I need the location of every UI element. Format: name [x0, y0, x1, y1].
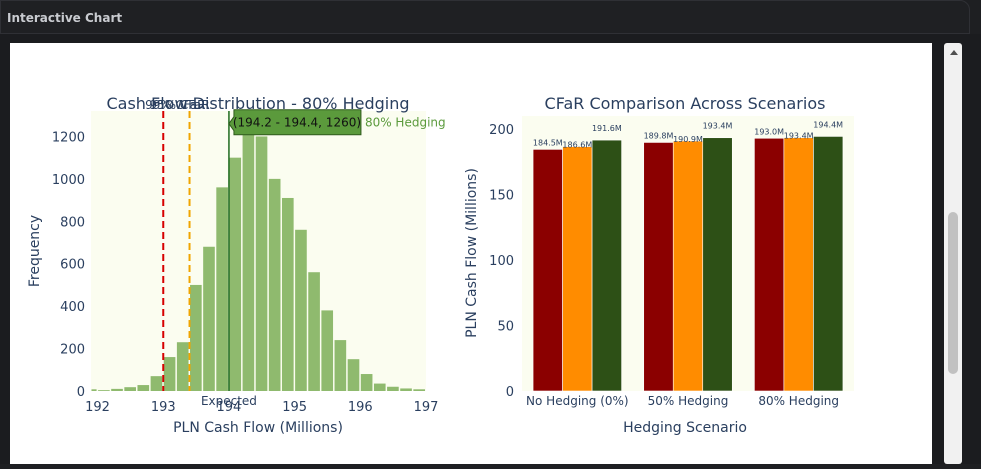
histogram-x-tick-label: 192	[85, 400, 110, 415]
comparison-bar-label: 184.5M	[533, 138, 563, 147]
histogram-x-tick-label: 194	[217, 400, 242, 415]
reference-line-label: 95% CFaR	[149, 98, 209, 112]
comparison-title: CFaR Comparison Across Scenarios	[545, 94, 826, 113]
comparison-x-tick-label: 50% Hedging	[648, 394, 729, 408]
histogram-bar	[150, 376, 163, 391]
histogram-y-tick-label: 800	[60, 215, 85, 230]
comparison-y-tick-label: 150	[489, 189, 514, 204]
comparison-bar	[702, 137, 733, 392]
chart-panel: 0 200 400 600 800 1000 1200 192 193 194 195 196 197 9…	[10, 43, 932, 464]
histogram-y-tick-label: 400	[60, 300, 85, 315]
comparison-bar	[562, 146, 593, 392]
histogram-bar	[334, 340, 347, 391]
histogram-y-tick-label: 1000	[52, 173, 85, 188]
window-titlebar: Interactive Chart	[0, 0, 970, 34]
comparison-bar	[643, 142, 674, 392]
comparison-x-axis-title: Hedging Scenario	[623, 420, 747, 436]
histogram-bar	[268, 178, 281, 391]
histogram-bar	[347, 359, 360, 391]
histogram-bar	[176, 342, 189, 391]
histogram-bar	[255, 136, 268, 391]
comparison-bar	[754, 137, 785, 392]
comparison-bar-label: 190.9M	[673, 135, 703, 144]
histogram-y-tick-label: 600	[60, 258, 85, 273]
reference-line-label: 99% CFaR	[145, 98, 205, 112]
comparison-y-tick-label: 100	[489, 254, 514, 269]
histogram-bar	[387, 386, 399, 391]
scroll-up-arrow-icon[interactable]	[950, 50, 958, 55]
comparison-bar-label: 193.4M	[784, 132, 814, 141]
comparison-bar-label: 191.6M	[592, 124, 622, 133]
hover-tooltip-series: 80% Hedging	[365, 116, 446, 130]
comparison-bar	[672, 140, 704, 392]
comparison-bar-label: 194.4M	[813, 120, 843, 129]
comparison-x-tick-label: 80% Hedging	[758, 394, 839, 408]
histogram-x-tick-label: 195	[282, 400, 307, 415]
histogram-bar	[229, 157, 242, 391]
histogram-x-axis-title: PLN Cash Flow (Millions)	[173, 420, 343, 436]
comparison-y-tick-label: 200	[489, 123, 514, 138]
scrollbar-thumb[interactable]	[948, 212, 958, 374]
histogram-y-tick-label: 1200	[52, 130, 85, 145]
histogram-x-tick-label: 193	[151, 400, 176, 415]
histogram-bar	[98, 390, 110, 391]
histogram-title: Cash Flow Distribution - 80% Hedging	[106, 94, 409, 113]
comparison-bar-label: 193.0M	[754, 127, 784, 136]
comparison-bar	[532, 149, 563, 392]
histogram-bar	[137, 385, 150, 391]
histogram-x-tick-label: 196	[348, 400, 373, 415]
comparison-bar	[591, 139, 622, 392]
histogram-bar	[360, 374, 373, 391]
histogram-y-tick-label: 0	[77, 385, 85, 400]
reference-line-label: Expected	[201, 394, 257, 408]
comparison-y-axis-title: PLN Cash Flow (Millions)	[464, 168, 480, 338]
comparison-y-tick-label: 0	[506, 385, 514, 400]
histogram-bar	[216, 187, 228, 391]
comparison-x-tick-label: No Hedging (0%)	[526, 394, 629, 408]
comparison-y-tick-label: 50	[497, 320, 514, 335]
histogram-bar	[190, 284, 202, 391]
histogram-bar	[203, 246, 215, 391]
histogram-bar	[163, 357, 176, 391]
histogram-bar	[242, 123, 255, 392]
comparison-bar-label: 193.4M	[703, 122, 733, 131]
window-title: Interactive Chart	[7, 11, 123, 25]
histogram-bar	[91, 389, 97, 391]
comparison-bar-label: 186.6M	[562, 141, 592, 150]
histogram-bar	[373, 383, 386, 391]
histogram-bar	[281, 197, 294, 391]
histogram-bar	[308, 272, 320, 391]
histogram-x-tick-label: 197	[414, 400, 439, 415]
histogram-bar	[111, 388, 123, 391]
histogram-bar	[400, 388, 412, 391]
histogram-bar	[124, 387, 136, 391]
histogram-bar	[321, 310, 334, 391]
histogram-bar	[295, 229, 307, 391]
comparison-bar	[783, 137, 814, 392]
histogram-bar	[413, 389, 425, 391]
histogram-y-axis-title: Frequency	[27, 215, 43, 287]
comparison-bar-label: 189.8M	[644, 131, 674, 140]
hover-tooltip-box	[228, 109, 362, 136]
histogram-y-tick-label: 200	[60, 343, 85, 358]
hover-tooltip-text: (194.2 - 194.4, 1260)	[233, 116, 361, 130]
comparison-bar	[813, 136, 844, 392]
